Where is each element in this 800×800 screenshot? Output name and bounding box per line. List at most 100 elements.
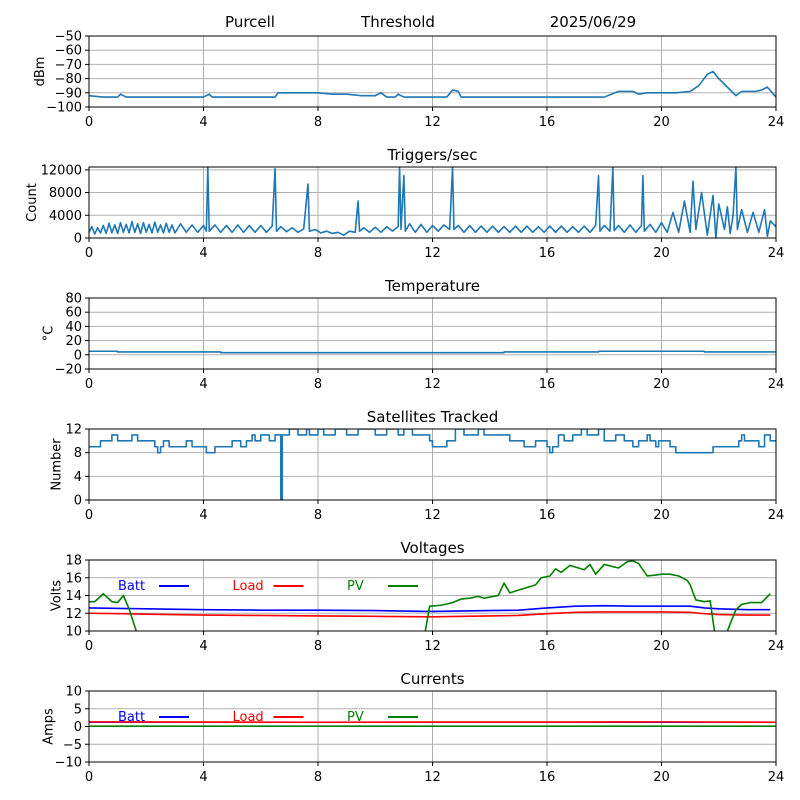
x-tick-label: 24: [768, 508, 785, 523]
series-line-load: [89, 611, 771, 618]
y-axis-label: Count: [25, 183, 40, 222]
x-tick-label: 20: [653, 115, 670, 130]
x-tick-label: 24: [768, 770, 785, 785]
x-tick-label: 4: [199, 639, 207, 654]
x-tick-label: 12: [424, 639, 441, 654]
chart-panel-1: 0 4 8 12 16 20 24 −100−90−80−70−60−50 dBm: [33, 30, 784, 131]
legend-label-load: Load: [233, 579, 264, 594]
chart-title: Currents: [400, 670, 464, 688]
series-line-pv: [89, 560, 771, 631]
y-axis-label: dBm: [33, 57, 48, 87]
y-tick-label: 60: [65, 306, 82, 321]
y-tick-label: 20: [65, 334, 82, 349]
x-tick-label: 0: [85, 115, 93, 130]
series-group: [89, 721, 776, 727]
x-tick-label: 8: [314, 377, 322, 392]
x-tick-label: 12: [424, 246, 441, 261]
series-group: [89, 350, 776, 354]
y-tick-label: −60: [55, 44, 82, 59]
chart-title: Temperature: [384, 277, 480, 295]
header-site: Purcell: [225, 13, 275, 31]
x-tick-label: 0: [85, 246, 93, 261]
x-tick-label: 16: [539, 508, 556, 523]
y-tick-label: 0: [74, 720, 82, 735]
y-tick-label: −90: [55, 86, 82, 101]
y-tick-label: 10: [65, 685, 82, 700]
x-tick-label: 20: [653, 246, 670, 261]
y-tick-label: −80: [55, 72, 82, 87]
y-tick-label: 5: [74, 702, 82, 717]
series-line-batt: [89, 604, 771, 613]
y-tick-label: 0: [74, 232, 82, 247]
x-tick-label: 8: [314, 639, 322, 654]
y-tick-label: 10: [65, 625, 82, 640]
x-tick-label: 12: [424, 115, 441, 130]
x-tick-label: 20: [653, 508, 670, 523]
legend-label-pv: PV: [347, 710, 364, 725]
x-tick-label: 16: [539, 115, 556, 130]
x-tick-label: 12: [424, 377, 441, 392]
series-line-data: [89, 167, 776, 238]
series-line-data: [89, 350, 776, 354]
x-tick-label: 16: [539, 246, 556, 261]
y-tick-label: 18: [65, 554, 82, 569]
y-tick-label: −10: [55, 756, 82, 771]
y-tick-label: −70: [55, 58, 82, 73]
x-tick-label: 0: [85, 508, 93, 523]
x-tick-label: 16: [539, 639, 556, 654]
series-group: [89, 70, 776, 98]
y-axis-label: Number: [50, 438, 65, 491]
series-group: [89, 167, 776, 238]
y-tick-label: 8000: [49, 186, 82, 201]
x-tick-label: 0: [85, 377, 93, 392]
chart-panel-2: 0 4 8 12 16 20 24 0 4000 8000 12000 Triggers/sec Cou…: [25, 146, 784, 261]
y-tick-label: 8: [74, 446, 82, 461]
y-axis-label: Amps: [41, 708, 56, 745]
x-tick-label: 16: [539, 377, 556, 392]
x-tick-label: 20: [653, 377, 670, 392]
series-group: [89, 429, 776, 500]
x-tick-label: 4: [199, 115, 207, 130]
legend-label-pv: PV: [347, 579, 364, 594]
x-tick-label: 24: [768, 115, 785, 130]
chart-title: Voltages: [400, 539, 464, 557]
chart-title: Satellites Tracked: [367, 408, 498, 426]
y-tick-label: 0: [74, 494, 82, 509]
y-tick-label: 12: [65, 607, 82, 622]
x-tick-label: 4: [199, 770, 207, 785]
x-tick-label: 24: [768, 639, 785, 654]
x-tick-label: 8: [314, 508, 322, 523]
y-axis-label: °C: [41, 326, 56, 342]
legend: Batt Load PV: [118, 710, 418, 725]
x-tick-label: 16: [539, 770, 556, 785]
y-axis-label: Volts: [50, 580, 65, 612]
x-tick-label: 20: [653, 639, 670, 654]
y-tick-label: 80: [65, 292, 82, 307]
chart-title: Triggers/sec: [387, 146, 478, 164]
y-tick-label: 40: [65, 320, 82, 335]
chart-panel-4: 0 4 8 12 16 20 24 0 4 8 12 Satellites Tracked Number: [50, 408, 785, 523]
chart-panel-5: 0 4 8 12 16 20 24 10 12 14 16 18 Voltages Volts Batt Lo…: [50, 539, 785, 654]
x-tick-label: 4: [199, 246, 207, 261]
x-tick-label: 8: [314, 115, 322, 130]
y-tick-label: 0: [74, 348, 82, 363]
y-tick-label: 12: [65, 423, 82, 438]
header-date: 2025/06/29: [550, 13, 636, 31]
x-tick-label: 8: [314, 770, 322, 785]
y-tick-label: 12000: [41, 163, 82, 178]
x-tick-label: 12: [424, 770, 441, 785]
y-tick-label: 4000: [49, 209, 82, 224]
y-tick-label: −20: [55, 363, 82, 378]
y-tick-label: −50: [55, 30, 82, 45]
x-tick-label: 4: [199, 377, 207, 392]
x-tick-label: 8: [314, 246, 322, 261]
series-line-data: [89, 70, 776, 98]
legend: Batt Load PV: [118, 579, 418, 594]
legend-label-load: Load: [233, 710, 264, 725]
series-line-data: [89, 429, 776, 500]
y-tick-label: 4: [74, 470, 82, 485]
